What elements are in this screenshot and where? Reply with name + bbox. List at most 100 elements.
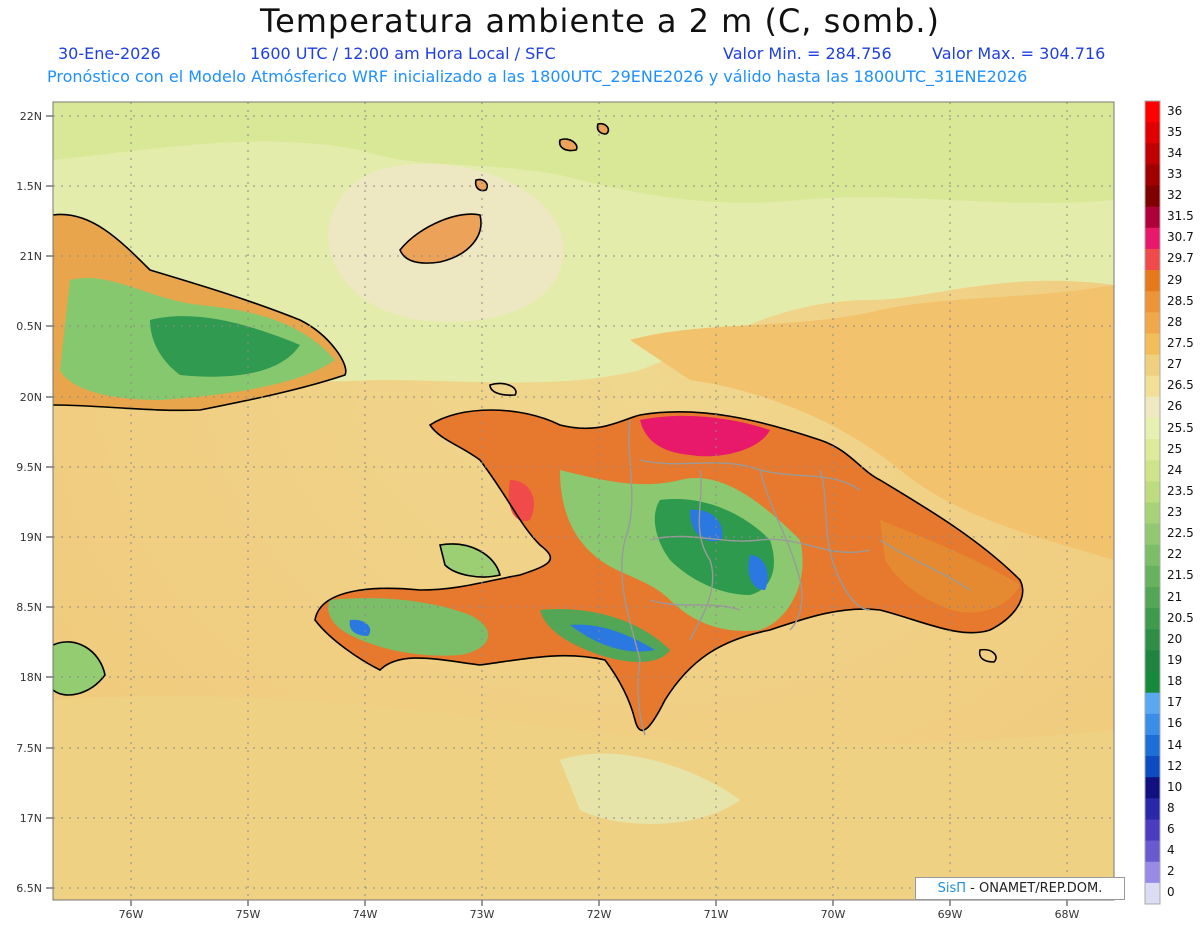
min-value: Valor Min. = 284.756 <box>723 44 892 63</box>
axis-ticks <box>46 115 1068 906</box>
lon-label: 73W <box>470 908 495 921</box>
colorbar-swatch <box>1145 164 1160 187</box>
lon-label: 68W <box>1055 908 1080 921</box>
model-subtitle: Pronóstico con el Modelo Atmósferico WRF… <box>47 67 1028 86</box>
colorbar-swatch <box>1145 270 1160 292</box>
colorbar-swatch <box>1145 671 1160 694</box>
sea-cooler-north <box>53 102 1114 203</box>
inagua-island <box>400 214 481 264</box>
colorbar-frame <box>1144 100 1161 905</box>
lat-label: 9.5N <box>16 461 42 474</box>
graticule <box>53 102 1114 900</box>
sispi-logo: SisΠ <box>937 881 967 896</box>
colorbar-swatch <box>1145 734 1160 757</box>
lat-label: 6.5N <box>16 882 42 895</box>
lon-label: 74W <box>353 908 378 921</box>
credit-text: - ONAMET/REP.DOM. <box>970 881 1103 896</box>
map-frame <box>52 101 1115 901</box>
colorbar-label: 26.5 <box>1167 378 1194 393</box>
colorbar-label: 29 <box>1167 272 1183 287</box>
cold-spot <box>690 509 723 542</box>
colorbar-swatch <box>1145 523 1160 546</box>
colorbar-swatch <box>1145 650 1160 673</box>
colorbar-swatch <box>1145 291 1160 313</box>
colorbar-swatch <box>1145 143 1160 165</box>
colorbar-swatch <box>1145 882 1160 905</box>
longitude-labels: 76W 75W 74W 73W 72W 71W 70W 69W 68W <box>119 908 1080 921</box>
colorbar-swatch <box>1145 629 1160 651</box>
lat-label: 1.5N <box>16 180 42 193</box>
colorbar-swatch <box>1145 777 1160 799</box>
colorbar-swatch <box>1145 481 1160 503</box>
map-field <box>53 102 1114 900</box>
colorbar-swatch <box>1145 608 1160 630</box>
colorbar-label: 21 <box>1167 589 1183 604</box>
colorbar-swatch <box>1145 840 1160 863</box>
colorbar-label: 27 <box>1167 357 1183 372</box>
small-island <box>475 179 488 191</box>
colorbar-swatch <box>1145 101 1160 123</box>
colorbar-label: 24 <box>1167 462 1183 477</box>
colorbar-label: 30.7 <box>1167 230 1194 245</box>
colorbar-label: 2 <box>1167 864 1175 879</box>
colorbar-swatch <box>1145 333 1160 356</box>
colorbar-swatch <box>1145 544 1160 567</box>
colorbar-label: 4 <box>1167 843 1175 858</box>
sea-pale-south <box>560 753 740 824</box>
max-value: Valor Max. = 304.716 <box>932 44 1106 63</box>
colorbar-label: 14 <box>1167 737 1183 752</box>
lat-label: 19N <box>20 531 42 544</box>
colorbar-label: 20.5 <box>1167 610 1194 625</box>
lon-label: 70W <box>821 908 846 921</box>
forecast-date: 30-Ene-2026 <box>58 44 161 63</box>
colorbar-swatch <box>1145 396 1160 419</box>
colorbar-swatch <box>1145 206 1160 229</box>
colorbar-label: 35 <box>1167 124 1183 139</box>
lon-label: 69W <box>938 908 963 921</box>
colorbar-label: 12 <box>1167 758 1183 773</box>
colorbar <box>1144 100 1161 905</box>
colorbar-label: 25.5 <box>1167 420 1194 435</box>
lon-label: 71W <box>704 908 729 921</box>
colorbar-swatch <box>1145 417 1160 440</box>
colorbar-label: 23.5 <box>1167 483 1194 498</box>
colorbar-swatch <box>1145 312 1160 334</box>
colorbar-label: 22 <box>1167 547 1183 562</box>
lat-label: 22N <box>20 110 42 123</box>
colorbar-label: 23 <box>1167 505 1183 520</box>
colorbar-swatch <box>1145 354 1160 377</box>
colorbar-label: 22.5 <box>1167 526 1194 541</box>
credit-box: SisΠ - ONAMET/REP.DOM. <box>915 877 1125 900</box>
colorbar-label: 28.5 <box>1167 293 1194 308</box>
sea-warm-east <box>630 285 1114 560</box>
colorbar-swatch <box>1145 248 1160 271</box>
colorbar-label: 36 <box>1167 103 1183 118</box>
cold-spot <box>570 624 655 652</box>
colorbar-swatch <box>1145 460 1160 482</box>
colorbar-label: 20 <box>1167 631 1183 646</box>
cold-spot <box>748 555 768 590</box>
forecast-time: 1600 UTC / 12:00 am Hora Local / SFC <box>250 44 556 63</box>
colorbar-label: 34 <box>1167 145 1183 160</box>
colorbar-swatch <box>1145 439 1160 461</box>
colorbar-label: 28 <box>1167 314 1183 329</box>
colorbar-label: 31.5 <box>1167 209 1194 224</box>
lat-label: 0.5N <box>16 320 42 333</box>
colorbar-label: 32 <box>1167 188 1183 203</box>
colorbar-swatch <box>1145 565 1160 588</box>
colorbar-label: 10 <box>1167 779 1183 794</box>
colorbar-label: 16 <box>1167 716 1183 731</box>
colorbar-label: 27.5 <box>1167 336 1194 350</box>
colorbar-label: 0 <box>1167 885 1175 900</box>
colorbar-label: 26 <box>1167 399 1183 414</box>
colorbar-swatch <box>1145 819 1160 842</box>
colorbar-label: 21.5 <box>1167 568 1194 583</box>
cordillera-central-high <box>654 499 774 595</box>
colorbar-label: 18 <box>1167 674 1183 689</box>
gonave-island <box>440 544 500 577</box>
lon-label: 76W <box>119 908 144 921</box>
colorbar-label: 33 <box>1167 166 1183 181</box>
coastlines <box>53 122 1024 732</box>
jamaica-land <box>53 641 105 695</box>
